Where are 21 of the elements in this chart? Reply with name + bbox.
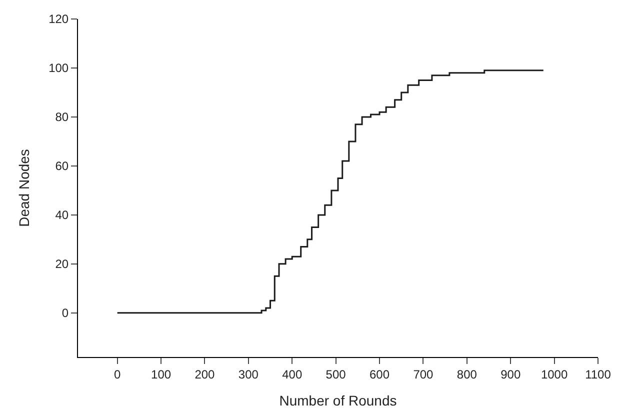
x-axis-title: Number of Rounds: [279, 392, 397, 409]
x-tick-label: 0: [114, 367, 121, 382]
x-tick-label: 800: [456, 367, 478, 382]
x-tick-label: 300: [238, 367, 259, 382]
y-tick-label: 100: [48, 61, 69, 76]
y-tick-label: 0: [62, 306, 69, 320]
y-tick-label: 60: [55, 159, 69, 174]
x-tick-label: 700: [413, 367, 434, 382]
x-tick-label: 600: [369, 367, 390, 382]
y-tick-label: 120: [48, 12, 69, 26]
x-tick-label: 1000: [540, 367, 568, 382]
x-tick-label: 400: [282, 367, 302, 382]
x-tick-label: 200: [194, 367, 216, 382]
x-tick-label: 900: [500, 367, 521, 382]
x-tick-label: 1100: [585, 367, 612, 382]
y-tick-label: 40: [55, 208, 69, 222]
y-tick-label: 20: [55, 257, 69, 272]
y-axis-title: Dead Nodes: [16, 149, 32, 227]
x-tick-label: 100: [151, 367, 172, 382]
y-tick-label: 80: [55, 110, 69, 124]
x-tick-label: 500: [326, 367, 346, 382]
